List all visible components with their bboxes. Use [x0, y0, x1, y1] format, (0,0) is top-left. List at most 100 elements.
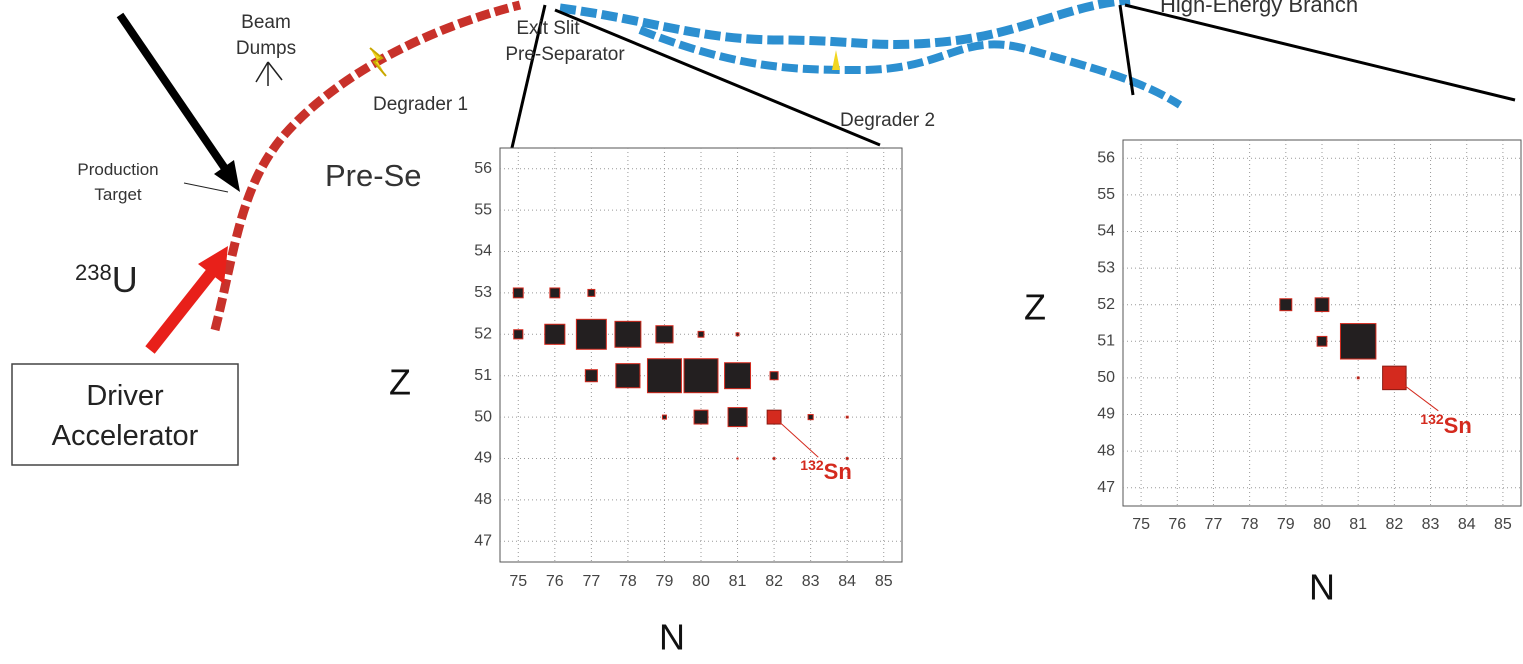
isotope-square [655, 325, 674, 344]
mass-number: 132 [800, 457, 824, 473]
x-axis-title: N [1309, 567, 1335, 608]
isotope-square [845, 457, 849, 460]
x-tick-label: 77 [1205, 516, 1223, 533]
y-tick-label: 56 [474, 160, 492, 177]
degrader-2-label: Degrader 2 [840, 110, 935, 131]
y-tick-label: 52 [1097, 296, 1115, 313]
y-tick-label: 48 [1097, 442, 1115, 459]
y-axis-title: Z [389, 362, 411, 403]
label-line: Beam [241, 12, 291, 33]
beamline [11, 0, 1516, 466]
y-tick-label: 51 [474, 367, 492, 384]
isotope-square [697, 330, 705, 338]
label-line: Driver [86, 380, 164, 412]
isotope-square [661, 414, 667, 420]
driver-label: Driver Accelerator [52, 380, 199, 452]
x-tick-label: 82 [765, 573, 783, 590]
x-tick-label: 83 [1422, 516, 1440, 533]
x-tick-label: 79 [656, 573, 674, 590]
x-tick-label: 81 [1349, 516, 1367, 533]
y-axis-title: Z [1024, 287, 1046, 328]
y-tick-label: 55 [474, 201, 492, 218]
isotope-square [724, 362, 752, 390]
x-axis-title: N [659, 617, 685, 658]
y-tick-label: 53 [1097, 259, 1115, 276]
isotope-square [769, 371, 779, 381]
x-tick-label: 84 [838, 573, 856, 590]
x-tick-label: 84 [1458, 516, 1476, 533]
production-target-label: Production Target [77, 160, 158, 204]
y-tick-label: 51 [1097, 333, 1115, 350]
isotope-square [807, 414, 814, 421]
isotope-square [549, 287, 561, 299]
y-tick-label: 54 [1097, 223, 1115, 240]
x-tick-label: 82 [1385, 516, 1403, 533]
isotope-square [584, 369, 598, 383]
isotope-square [512, 287, 524, 299]
isotope-square [727, 407, 748, 428]
x-tick-label: 76 [1168, 516, 1186, 533]
y-tick-label: 49 [1097, 406, 1115, 423]
y-tick-label: 52 [474, 326, 492, 343]
y-tick-label: 48 [474, 491, 492, 508]
annotation: 132Sn [800, 457, 851, 484]
x-tick-label: 80 [692, 573, 710, 590]
x-tick-label: 85 [1494, 516, 1512, 533]
isotope-square [735, 332, 740, 337]
exit-slit-label: Exit Slit [516, 18, 580, 39]
x-tick-label: 75 [1132, 516, 1150, 533]
beam-dumps-label: Beam Dumps [236, 12, 296, 59]
label-line: Accelerator [52, 420, 199, 452]
y-tick-label: 53 [474, 284, 492, 301]
isotope-square [1279, 298, 1293, 312]
isotope-square [615, 363, 641, 389]
y-tick-label: 49 [474, 450, 492, 467]
isotope-square [1356, 376, 1360, 380]
degrader-1-label: Degrader 1 [373, 94, 468, 115]
isotope-square [513, 329, 524, 340]
plot-area [1122, 139, 1522, 507]
x-tick-label: 78 [1241, 516, 1259, 533]
element: U [112, 259, 138, 300]
isotope-square [693, 409, 709, 425]
mass-number: 132 [1420, 411, 1444, 427]
pre-separator-label: Pre-Separator [505, 44, 625, 65]
isotope-square [1316, 335, 1328, 347]
element: Sn [824, 459, 852, 484]
x-tick-label: 75 [509, 573, 527, 590]
isotope-square [587, 288, 596, 297]
element: Sn [1444, 413, 1472, 438]
annotation-leader [773, 416, 819, 458]
isotope-square [575, 318, 607, 350]
isotope-square [1339, 323, 1377, 360]
x-tick-label: 76 [546, 573, 564, 590]
isotope-square [736, 457, 739, 460]
y-tick-label: 54 [474, 243, 492, 260]
isotope-square [1314, 297, 1330, 313]
pre-separator-heading: Pre-Se [325, 158, 421, 193]
isotope-square [614, 320, 642, 348]
y-tick-label: 56 [1097, 150, 1115, 167]
x-tick-label: 80 [1313, 516, 1331, 533]
isotope-square [544, 323, 566, 345]
beam-label: 238U [75, 259, 138, 300]
label-line: Dumps [236, 38, 296, 59]
isotope-square [772, 457, 776, 460]
y-tick-label: 50 [1097, 369, 1115, 386]
y-tick-label: 50 [474, 408, 492, 425]
isotope-square [1382, 365, 1407, 391]
y-tick-label: 55 [1097, 186, 1115, 203]
high-energy-branch-label: High-Energy Branch [1160, 0, 1358, 17]
y-tick-label: 47 [1097, 479, 1115, 496]
x-tick-label: 85 [875, 573, 893, 590]
annotation-leader [1394, 377, 1439, 412]
annotation: 132Sn [1420, 411, 1471, 438]
mass-number: 238 [75, 260, 112, 285]
x-tick-label: 78 [619, 573, 637, 590]
label-line: Target [94, 185, 142, 204]
isotope-square [683, 358, 719, 394]
y-tick-label: 47 [474, 533, 492, 550]
x-tick-label: 83 [802, 573, 820, 590]
